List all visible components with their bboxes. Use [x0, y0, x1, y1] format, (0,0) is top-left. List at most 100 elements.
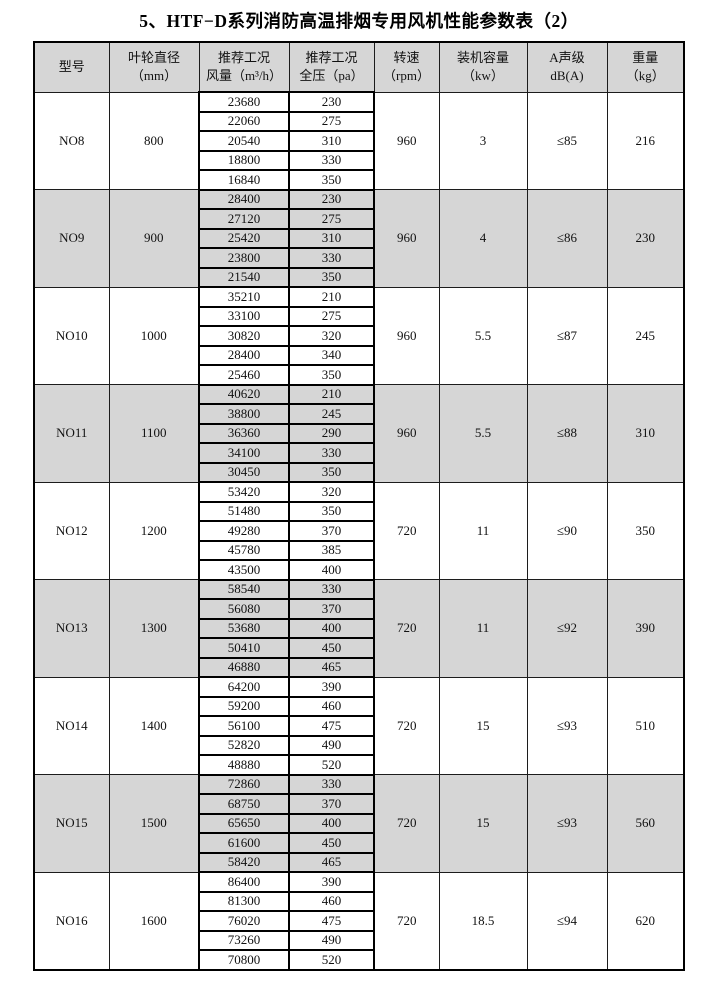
pressure-cell: 370	[288, 793, 375, 815]
diameter-cell: 1200	[108, 481, 200, 580]
pressure-cell: 465	[288, 851, 375, 873]
rpm-cell: 960	[373, 91, 440, 190]
pressure-cell: 330	[288, 773, 375, 795]
spec-row-no8-2: 22060 275	[34, 110, 684, 132]
pressure-cell: 230	[288, 188, 375, 210]
flow-cell: 58420	[198, 851, 290, 873]
flow-cell: 16840	[198, 169, 290, 191]
flow-cell: 40620	[198, 383, 290, 405]
flow-cell: 34100	[198, 442, 290, 464]
rpm-cell: 960	[373, 286, 440, 385]
spec-row-no14-1: NO14 1400 64200 390 720 15 ≤93 510	[33, 676, 685, 775]
flow-cell: 72860	[198, 773, 290, 795]
fan-spec-table: 型号 叶轮直径 （mm） 推荐工况 风量（m³/h） 推荐工况 全压（pa） 转…	[33, 41, 685, 971]
col-header-rpm: 转速 （rpm）	[373, 41, 440, 93]
pressure-cell: 400	[288, 559, 375, 581]
pressure-cell: 385	[288, 539, 375, 561]
flow-cell: 58540	[198, 578, 290, 600]
spec-row-no12-5: 43500 400	[34, 559, 684, 581]
pressure-cell: 390	[288, 676, 375, 698]
col-header-noise: A声级 dB(A)	[526, 41, 608, 93]
power-cell: 11	[438, 579, 528, 678]
power-cell: 15	[438, 676, 528, 775]
flow-cell: 38800	[198, 403, 290, 425]
flow-cell: 53420	[198, 481, 290, 503]
pressure-cell: 275	[288, 110, 375, 132]
diameter-cell: 1300	[108, 579, 200, 678]
spec-row-no14-5: 48880 520	[34, 754, 684, 776]
spec-row-no11-1: NO11 1100 40620 210 960 5.5 ≤88 310	[33, 383, 685, 483]
spec-row-no16-3: 76020 475	[34, 910, 684, 932]
spec-row-no9-5: 21540 350	[34, 266, 684, 288]
pressure-cell: 230	[288, 91, 375, 113]
col-header-flow: 推荐工况 风量（m³/h）	[198, 41, 290, 93]
spec-row-no10-2: 33100 275	[34, 305, 684, 327]
diameter-cell: 1100	[108, 384, 200, 483]
flow-cell: 45780	[198, 539, 290, 561]
noise-cell: ≤93	[526, 676, 608, 775]
pressure-cell: 330	[288, 578, 375, 600]
flow-cell: 30450	[198, 461, 290, 483]
flow-cell: 73260	[198, 929, 290, 951]
table-header: 型号 叶轮直径 （mm） 推荐工况 风量（m³/h） 推荐工况 全压（pa） 转…	[33, 41, 685, 93]
weight-cell: 230	[606, 189, 685, 288]
weight-cell: 560	[606, 774, 685, 873]
spec-row-no14-2: 59200 460	[34, 695, 684, 717]
pressure-cell: 370	[288, 520, 375, 542]
noise-cell: ≤93	[526, 774, 608, 873]
spec-row-no15-4: 61600 450	[34, 832, 684, 854]
spec-row-no10-5: 25460 350	[34, 364, 684, 386]
model-cell: NO9	[33, 189, 110, 288]
model-cell: NO8	[33, 91, 110, 190]
model-cell: NO13	[33, 579, 110, 678]
pressure-cell: 520	[288, 754, 375, 776]
noise-cell: ≤86	[526, 189, 608, 288]
spec-row-no13-5: 46880 465	[34, 656, 684, 678]
model-cell: NO14	[33, 676, 110, 775]
weight-cell: 350	[606, 481, 685, 580]
spec-row-no9-2: 27120 275	[34, 208, 684, 230]
spec-row-no13-1: NO13 1300 58540 330 720 11 ≤92 390	[33, 578, 685, 678]
flow-cell: 52820	[198, 734, 290, 756]
power-cell: 3	[438, 91, 528, 190]
spec-row-no15-1: NO15 1500 72860 330 720 15 ≤93 560	[33, 773, 685, 873]
weight-cell: 216	[606, 91, 685, 190]
pressure-cell: 475	[288, 715, 375, 737]
col-header-model-label: 型号	[58, 59, 85, 75]
power-cell: 11	[438, 481, 528, 580]
pressure-cell: 520	[288, 949, 375, 971]
flow-cell: 51480	[198, 500, 290, 522]
flow-cell: 65650	[198, 812, 290, 834]
flow-cell: 33100	[198, 305, 290, 327]
flow-cell: 25460	[198, 364, 290, 386]
weight-cell: 390	[606, 579, 685, 678]
pressure-cell: 330	[288, 442, 375, 464]
spec-row-no10-3: 30820 320	[34, 325, 684, 347]
pressure-cell: 330	[288, 247, 375, 269]
page-title: 5、HTF−D系列消防高温排烟专用风机性能参数表（2）	[139, 11, 579, 31]
pressure-cell: 310	[288, 130, 375, 152]
power-cell: 5.5	[438, 384, 528, 483]
rpm-cell: 720	[373, 871, 440, 970]
model-cell: NO12	[33, 481, 110, 580]
pressure-cell: 340	[288, 344, 375, 366]
flow-cell: 43500	[198, 559, 290, 581]
noise-cell: ≤92	[526, 579, 608, 678]
diameter-cell: 1000	[108, 286, 200, 385]
flow-cell: 21540	[198, 266, 290, 288]
pressure-cell: 465	[288, 656, 375, 678]
col-header-diameter: 叶轮直径 （mm）	[108, 41, 200, 93]
pressure-cell: 350	[288, 169, 375, 191]
pressure-cell: 370	[288, 598, 375, 620]
power-cell: 4	[438, 189, 528, 288]
pressure-cell: 460	[288, 695, 375, 717]
pressure-cell: 330	[288, 149, 375, 171]
flow-cell: 46880	[198, 656, 290, 678]
flow-cell: 28400	[198, 344, 290, 366]
flow-cell: 81300	[198, 890, 290, 912]
diameter-cell: 800	[108, 91, 200, 190]
flow-cell: 64200	[198, 676, 290, 698]
pressure-cell: 310	[288, 227, 375, 249]
flow-cell: 50410	[198, 637, 290, 659]
rpm-cell: 960	[373, 384, 440, 483]
